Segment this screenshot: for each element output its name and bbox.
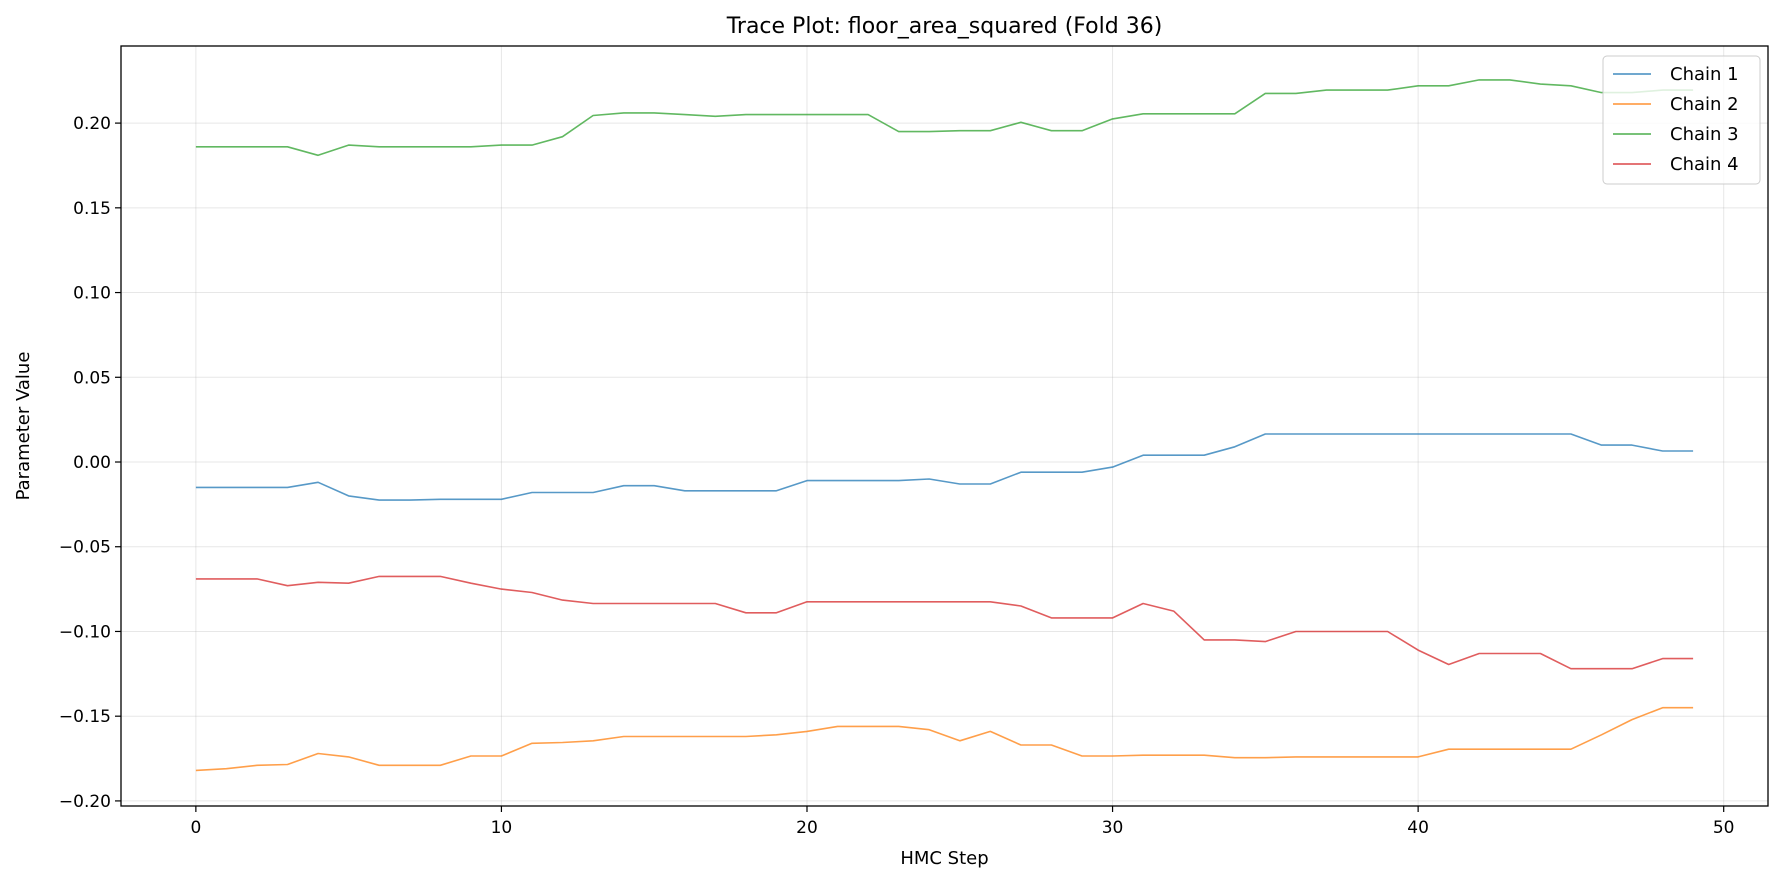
y-axis-label: Parameter Value — [13, 352, 34, 501]
series-line-chain-3 — [195, 79, 1694, 157]
y-tick-label: 0.20 — [73, 114, 111, 134]
axis-ticks: 0 10 20 30 40 50 −0.20 −0.15 −0.10 −0.05 0.00 0.05 0… — [59, 114, 1735, 838]
x-axis-label: HMC Step — [900, 848, 988, 869]
series-line-chain-1 — [195, 433, 1694, 501]
y-tick-label: −0.05 — [59, 538, 111, 558]
legend-label: Chain 2 — [1670, 94, 1739, 115]
legend-box — [1602, 55, 1761, 185]
series-line-chain-2 — [195, 706, 1694, 772]
plot-area-frame — [120, 45, 1769, 807]
series-lines — [195, 79, 1694, 772]
legend-label: Chain 3 — [1670, 124, 1739, 145]
grid — [121, 46, 1768, 806]
y-tick-label: 0.10 — [73, 284, 111, 304]
x-tick-label: 40 — [1407, 818, 1429, 838]
series-line-chain-4 — [195, 575, 1694, 670]
x-tick-label: 30 — [1102, 818, 1124, 838]
y-tick-label: −0.15 — [59, 707, 111, 727]
x-tick-label: 50 — [1713, 818, 1735, 838]
y-tick-label: 0.05 — [73, 368, 111, 388]
chart-title: Trace Plot: floor_area_squared (Fold 36) — [726, 14, 1163, 39]
y-tick-label: 0.00 — [73, 453, 111, 473]
legend-label: Chain 1 — [1670, 64, 1739, 85]
y-tick-label: −0.10 — [59, 622, 111, 642]
legend-label: Chain 4 — [1670, 154, 1739, 175]
x-tick-label: 0 — [190, 818, 201, 838]
x-tick-label: 20 — [796, 818, 818, 838]
x-tick-label: 10 — [491, 818, 513, 838]
y-tick-label: −0.20 — [59, 792, 111, 812]
legend: Chain 1 Chain 2 Chain 3 Chain 4 — [1602, 55, 1761, 185]
y-tick-label: 0.15 — [73, 199, 111, 219]
